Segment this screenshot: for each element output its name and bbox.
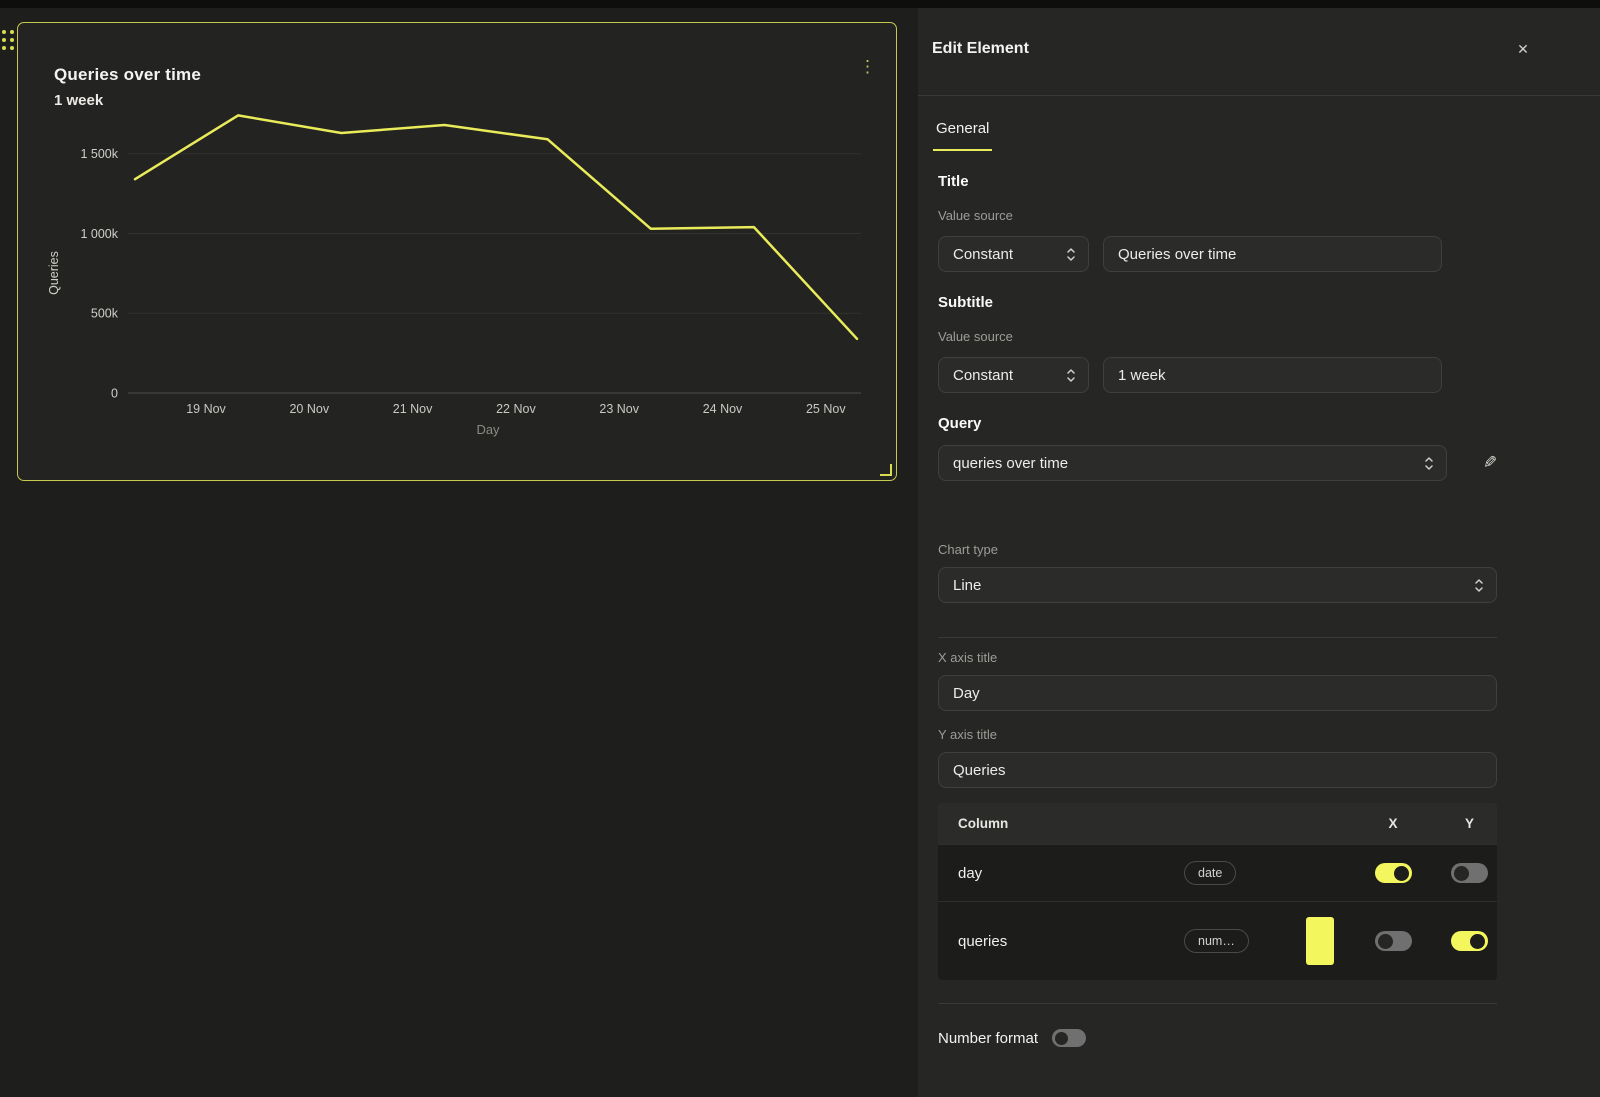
x-tick-label: 21 Nov xyxy=(393,402,433,416)
edit-pencil-icon[interactable]: ✎ xyxy=(1482,453,1497,472)
x-tick-label: 19 Nov xyxy=(186,402,226,416)
column-name: day xyxy=(958,864,983,882)
y-axis-title-label: Y axis title xyxy=(938,727,998,742)
chevron-updown-icon xyxy=(1424,456,1434,471)
subtitle-value-source-label: Value source xyxy=(938,329,1013,344)
section-divider xyxy=(938,637,1497,638)
x-tick-label: 20 Nov xyxy=(289,402,329,416)
panel-tabs: General xyxy=(933,112,1600,151)
chart-type-label: Chart type xyxy=(938,542,998,557)
section-divider xyxy=(938,1003,1497,1004)
type-badge: num… xyxy=(1184,929,1249,953)
drag-handle-icon[interactable] xyxy=(2,30,15,52)
y-tick-label: 1 500k xyxy=(80,147,118,161)
chart-subtitle: 1 week xyxy=(54,92,104,109)
close-icon[interactable]: ✕ xyxy=(1517,41,1529,57)
kebab-menu-icon[interactable]: ⋮ xyxy=(859,57,877,76)
chart-card[interactable]: 0 500k 1 000k 1 500k Queries 19 Nov 20 Nov 21 N… xyxy=(17,22,897,481)
x-header: X xyxy=(1388,816,1398,831)
y-toggle[interactable] xyxy=(1451,931,1488,951)
line-chart: 0 500k 1 000k 1 500k Queries 19 Nov 20 Nov 21 N… xyxy=(47,114,861,437)
y-toggle[interactable] xyxy=(1451,863,1488,883)
y-header: Y xyxy=(1464,816,1474,831)
x-tick-label: 23 Nov xyxy=(599,402,639,416)
subtitle-section-heading: Subtitle xyxy=(938,294,993,311)
series-color-swatch[interactable] xyxy=(1306,917,1334,965)
x-tick-label: 22 Nov xyxy=(496,402,536,416)
chart-type-select[interactable]: Line xyxy=(938,567,1497,603)
title-source-select[interactable]: Constant xyxy=(938,236,1089,272)
subtitle-source-select[interactable]: Constant xyxy=(938,357,1089,393)
number-format-label: Number format xyxy=(938,1029,1039,1047)
tab-general[interactable]: General xyxy=(933,112,993,151)
chevron-updown-icon xyxy=(1066,247,1076,262)
y-tick-label: 500k xyxy=(91,307,119,321)
title-section-heading: Title xyxy=(938,173,969,190)
number-format-toggle[interactable] xyxy=(1052,1029,1087,1047)
y-tick-label: 0 xyxy=(111,387,118,401)
edit-element-panel: Edit Element ✕ General Title Value sourc… xyxy=(918,8,1600,1097)
type-badge: date xyxy=(1184,861,1237,885)
x-toggle[interactable] xyxy=(1374,931,1412,951)
y-axis-title-input[interactable]: Queries xyxy=(938,752,1497,788)
x-axis-title: Day xyxy=(476,422,500,437)
dashboard-canvas[interactable]: 0 500k 1 000k 1 500k Queries 19 Nov 20 Nov 21 N… xyxy=(0,8,918,1097)
chart-title: Queries over time xyxy=(54,65,202,84)
query-section-heading: Query xyxy=(938,415,982,432)
x-axis-title-input[interactable]: Day xyxy=(938,675,1497,711)
chevron-updown-icon xyxy=(1474,578,1484,593)
x-tick-label: 24 Nov xyxy=(703,402,743,416)
column-header: Column xyxy=(958,816,1009,831)
panel-header: Edit Element ✕ xyxy=(918,8,1600,96)
columns-table-header: Column X Y xyxy=(938,803,1497,844)
y-axis-title: Queries xyxy=(47,251,61,295)
column-name: queries xyxy=(958,932,1008,950)
query-select[interactable]: queries over time xyxy=(938,445,1447,481)
chart-line xyxy=(133,114,859,341)
subtitle-value-input[interactable]: 1 week xyxy=(1103,357,1442,393)
x-toggle[interactable] xyxy=(1374,863,1412,883)
title-value-input[interactable]: Queries over time xyxy=(1103,236,1442,272)
top-bar xyxy=(0,0,1600,8)
x-axis-title-label: X axis title xyxy=(938,650,998,665)
resize-handle-icon[interactable] xyxy=(880,464,892,476)
panel-title: Edit Element xyxy=(932,40,1029,57)
x-tick-label: 25 Nov xyxy=(806,402,846,416)
y-tick-label: 1 000k xyxy=(80,227,118,241)
table-row-day: day date xyxy=(938,844,1497,901)
columns-table: Column X Y day date queries num… xyxy=(938,803,1497,980)
table-row-queries: queries num… xyxy=(938,901,1497,980)
chevron-updown-icon xyxy=(1066,368,1076,383)
title-value-source-label: Value source xyxy=(938,208,1013,223)
